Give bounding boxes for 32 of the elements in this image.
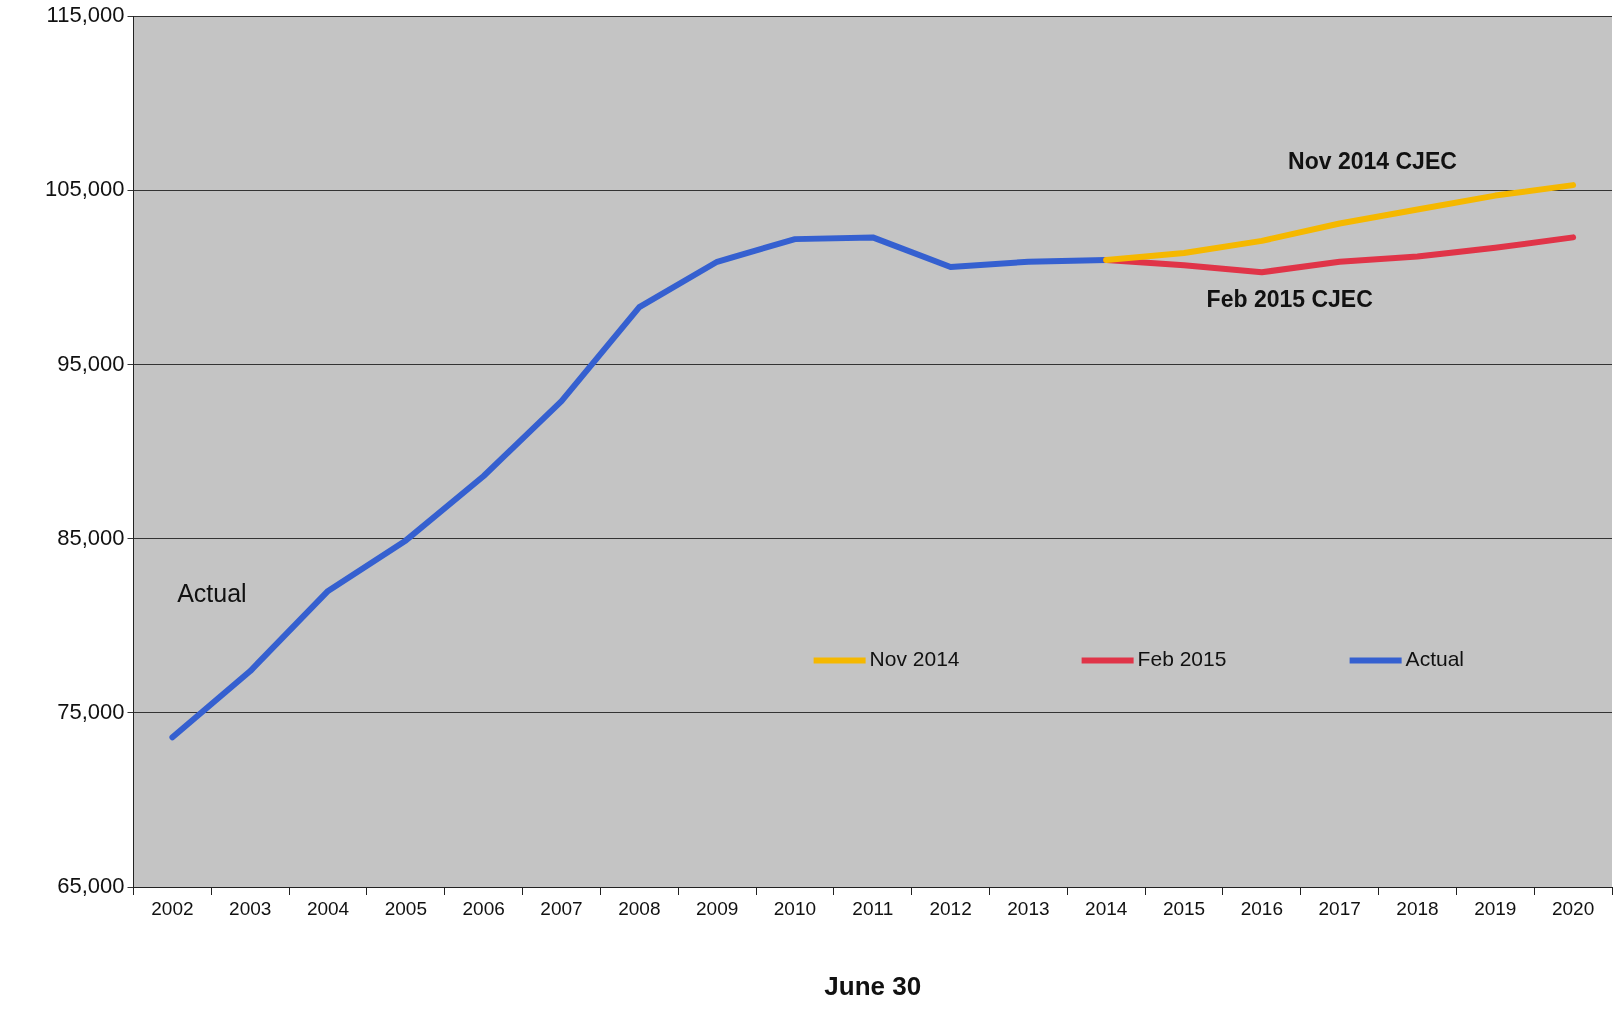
x-tick-label: 2014 [1085, 897, 1128, 919]
x-tick-label: 2009 [695, 897, 739, 919]
x-tick-label: 2004 [306, 897, 350, 919]
x-tick-label: 2013 [1007, 897, 1050, 919]
legend-label: Nov 2014 [869, 647, 960, 671]
x-tick-label: 2017 [1318, 897, 1361, 919]
x-tick-label: 2018 [1396, 897, 1439, 919]
annotation: Nov 2014 CJEC [1288, 147, 1457, 174]
annotation: Actual [177, 579, 247, 608]
legend-label: Feb 2015 [1137, 647, 1227, 671]
x-tick-label: 2006 [462, 897, 505, 919]
x-tick-label: 2012 [929, 897, 972, 919]
y-tick-label: 105,000 [44, 176, 125, 202]
legend-label: Actual [1405, 647, 1464, 671]
x-tick-label: 2015 [1162, 897, 1206, 919]
x-tick-label: 2010 [773, 897, 817, 919]
x-tick-label: 2007 [540, 897, 583, 919]
y-tick-label: 85,000 [57, 524, 125, 550]
x-axis-title: June 30 [824, 970, 922, 1001]
x-tick-label: 2008 [618, 897, 661, 919]
annotation: Feb 2015 CJEC [1206, 286, 1373, 313]
x-tick-label: 2019 [1474, 897, 1517, 919]
x-tick-label: 2016 [1240, 897, 1283, 919]
y-tick-label: 95,000 [57, 350, 125, 376]
x-tick-label: 2020 [1551, 897, 1595, 919]
y-tick-label: 75,000 [57, 698, 125, 724]
x-tick-label: 2003 [229, 897, 272, 919]
x-tick-label: 2002 [151, 897, 194, 919]
y-tick-label: 115,000 [46, 2, 125, 28]
x-tick-label: 2005 [384, 897, 428, 919]
y-tick-label: 65,000 [57, 873, 125, 899]
x-tick-label: 2011 [852, 897, 894, 919]
